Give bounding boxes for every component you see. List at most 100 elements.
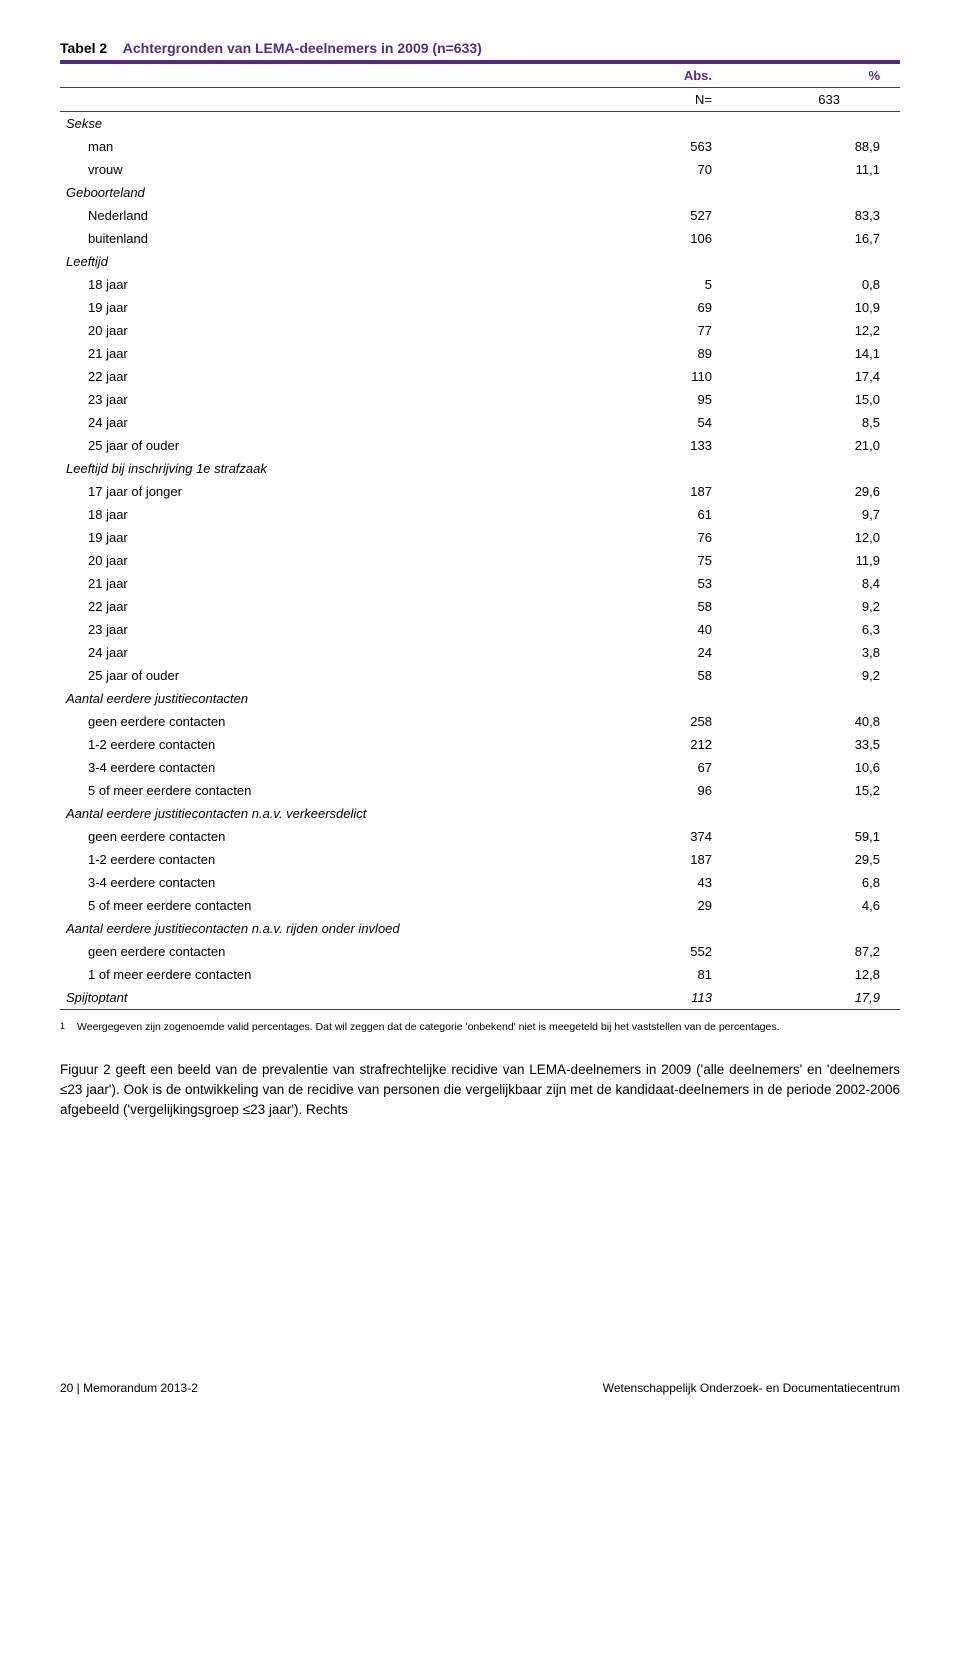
row-label: 19 jaar	[60, 296, 564, 319]
row-pct: 10,9	[732, 296, 900, 319]
table-row: 18 jaar619,7	[60, 503, 900, 526]
row-pct: 16,7	[732, 227, 900, 250]
row-abs: 527	[564, 204, 732, 227]
row-pct: 33,5	[732, 733, 900, 756]
row-label: buitenland	[60, 227, 564, 250]
row-pct: 9,2	[732, 595, 900, 618]
table-row: 1-2 eerdere contacten21233,5	[60, 733, 900, 756]
row-abs: 96	[564, 779, 732, 802]
table-row: geen eerdere contacten55287,2	[60, 940, 900, 963]
table-row: 5 of meer eerdere contacten9615,2	[60, 779, 900, 802]
col-abs: Abs.	[564, 62, 732, 88]
row-abs: 106	[564, 227, 732, 250]
row-label: 3-4 eerdere contacten	[60, 871, 564, 894]
row-abs: 89	[564, 342, 732, 365]
row-abs: 40	[564, 618, 732, 641]
final-pct: 17,9	[732, 986, 900, 1010]
table-row: 1 of meer eerdere contacten8112,8	[60, 963, 900, 986]
section-label: Leeftijd bij inschrijving 1e strafzaak	[60, 457, 564, 480]
row-pct: 9,2	[732, 664, 900, 687]
footnote: 1 Weergegeven zijn zogenoemde valid perc…	[60, 1020, 900, 1036]
row-pct: 12,0	[732, 526, 900, 549]
row-abs: 53	[564, 572, 732, 595]
final-row: Spijtoptant11317,9	[60, 986, 900, 1010]
row-label: 19 jaar	[60, 526, 564, 549]
row-pct: 29,5	[732, 848, 900, 871]
section-row: Geboorteland	[60, 181, 900, 204]
row-pct: 21,0	[732, 434, 900, 457]
section-label: Aantal eerdere justitiecontacten n.a.v. …	[60, 917, 564, 940]
section-row: Aantal eerdere justitiecontacten	[60, 687, 900, 710]
table-row: 22 jaar11017,4	[60, 365, 900, 388]
row-label: 25 jaar of ouder	[60, 664, 564, 687]
row-abs: 133	[564, 434, 732, 457]
row-label: 22 jaar	[60, 365, 564, 388]
table-row: 20 jaar7511,9	[60, 549, 900, 572]
row-pct: 88,9	[732, 135, 900, 158]
row-abs: 258	[564, 710, 732, 733]
row-label: 3-4 eerdere contacten	[60, 756, 564, 779]
table-row: Nederland52783,3	[60, 204, 900, 227]
row-label: geen eerdere contacten	[60, 825, 564, 848]
table-row: man56388,9	[60, 135, 900, 158]
table-title: Tabel 2 Achtergronden van LEMA-deelnemer…	[60, 40, 900, 56]
row-label: 23 jaar	[60, 618, 564, 641]
row-pct: 11,1	[732, 158, 900, 181]
table-row: 1-2 eerdere contacten18729,5	[60, 848, 900, 871]
footer-right: Wetenschappelijk Onderzoek- en Documenta…	[603, 1381, 900, 1395]
n-label: N=	[564, 88, 732, 112]
row-label: 20 jaar	[60, 319, 564, 342]
row-pct: 6,8	[732, 871, 900, 894]
row-label: 17 jaar of jonger	[60, 480, 564, 503]
section-label: Aantal eerdere justitiecontacten	[60, 687, 564, 710]
row-abs: 187	[564, 848, 732, 871]
row-abs: 374	[564, 825, 732, 848]
row-abs: 563	[564, 135, 732, 158]
row-abs: 76	[564, 526, 732, 549]
table-row: 23 jaar406,3	[60, 618, 900, 641]
row-abs: 67	[564, 756, 732, 779]
table-row: 18 jaar50,8	[60, 273, 900, 296]
section-row: Sekse	[60, 112, 900, 136]
table-row: 21 jaar538,4	[60, 572, 900, 595]
table-row: 24 jaar548,5	[60, 411, 900, 434]
row-pct: 83,3	[732, 204, 900, 227]
row-pct: 15,2	[732, 779, 900, 802]
row-label: 21 jaar	[60, 572, 564, 595]
row-pct: 59,1	[732, 825, 900, 848]
row-pct: 11,9	[732, 549, 900, 572]
table-row: buitenland10616,7	[60, 227, 900, 250]
row-abs: 69	[564, 296, 732, 319]
table-row: 20 jaar7712,2	[60, 319, 900, 342]
table-row: 19 jaar6910,9	[60, 296, 900, 319]
row-pct: 87,2	[732, 940, 900, 963]
row-pct: 17,4	[732, 365, 900, 388]
table-row: geen eerdere contacten37459,1	[60, 825, 900, 848]
row-label: 25 jaar of ouder	[60, 434, 564, 457]
section-label: Aantal eerdere justitiecontacten n.a.v. …	[60, 802, 564, 825]
title-prefix: Tabel 2	[60, 40, 107, 56]
row-label: 18 jaar	[60, 273, 564, 296]
table-row: 3-4 eerdere contacten6710,6	[60, 756, 900, 779]
row-label: vrouw	[60, 158, 564, 181]
row-pct: 40,8	[732, 710, 900, 733]
page-footer: 20 | Memorandum 2013-2 Wetenschappelijk …	[60, 1381, 900, 1395]
table-row: 19 jaar7612,0	[60, 526, 900, 549]
table-row: 5 of meer eerdere contacten294,6	[60, 894, 900, 917]
section-label: Leeftijd	[60, 250, 564, 273]
table-row: 17 jaar of jonger18729,6	[60, 480, 900, 503]
body-paragraph: Figuur 2 geeft een beeld van de prevalen…	[60, 1060, 900, 1121]
final-label: Spijtoptant	[60, 986, 564, 1010]
row-label: 21 jaar	[60, 342, 564, 365]
table-row: 25 jaar of ouder13321,0	[60, 434, 900, 457]
row-pct: 14,1	[732, 342, 900, 365]
table-row: 23 jaar9515,0	[60, 388, 900, 411]
row-abs: 81	[564, 963, 732, 986]
row-label: 1 of meer eerdere contacten	[60, 963, 564, 986]
row-abs: 5	[564, 273, 732, 296]
section-row: Leeftijd bij inschrijving 1e strafzaak	[60, 457, 900, 480]
row-label: 5 of meer eerdere contacten	[60, 894, 564, 917]
row-abs: 24	[564, 641, 732, 664]
table-row: 21 jaar8914,1	[60, 342, 900, 365]
footnote-text: Weergegeven zijn zogenoemde valid percen…	[77, 1020, 780, 1036]
